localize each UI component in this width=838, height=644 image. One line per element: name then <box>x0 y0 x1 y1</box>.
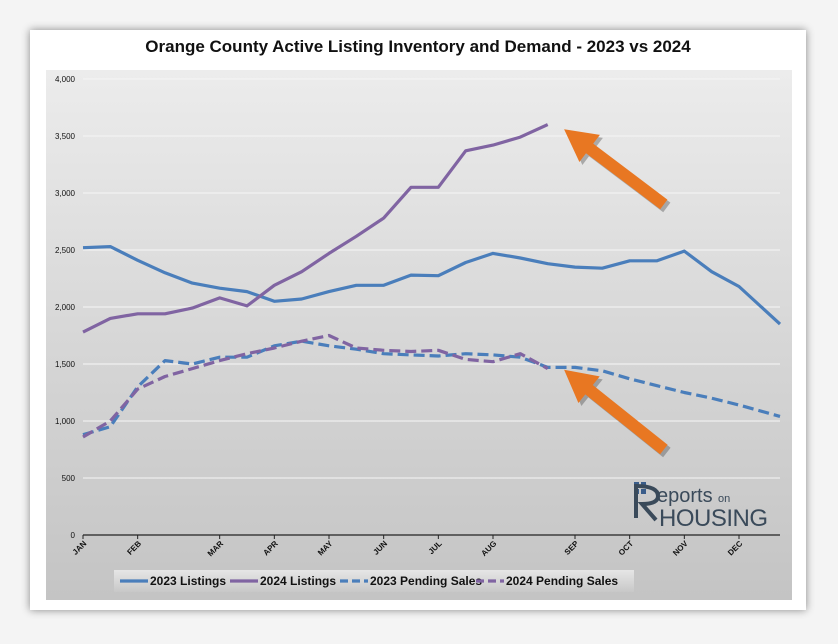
y-tick-label: 4,000 <box>55 75 76 84</box>
chart-card: Orange County Active Listing Inventory a… <box>30 30 806 610</box>
y-tick-label: 3,000 <box>55 189 76 198</box>
logo-line2: HOUSING <box>659 505 768 532</box>
logo-line1: eports <box>657 485 713 507</box>
y-tick-label: 500 <box>62 474 76 483</box>
legend: 2023 Listings 2024 Listings 2023 Pending S… <box>114 570 634 592</box>
orange-arrow-2 <box>564 369 668 455</box>
series-line-2023-listings <box>82 245 782 326</box>
series-line-2024-pending-sales <box>82 333 549 439</box>
y-tick-label: 0 <box>71 531 76 540</box>
axes <box>82 534 780 539</box>
chart-background <box>46 70 792 600</box>
series-lines <box>82 123 782 439</box>
legend-label-2023-pending-sales: 2023 Pending Sales <box>370 574 482 588</box>
logo-line1-small: on <box>718 493 730 505</box>
series-line-2023-pending-sales <box>82 339 781 437</box>
series-line-2024-listings <box>82 123 549 334</box>
chart-svg: Orange County Active Listing Inventory a… <box>46 37 792 600</box>
annotation-arrows <box>564 129 671 458</box>
y-axis-ticks: 0 500 1,000 1,500 2,000 2,500 3,000 3,500 4,000 <box>55 75 76 540</box>
orange-arrow-1 <box>564 129 668 210</box>
y-tick-label: 1,500 <box>55 360 76 369</box>
y-tick-label: 2,000 <box>55 303 76 312</box>
legend-label-2024-listings: 2024 Listings <box>260 574 336 588</box>
y-tick-label: 3,500 <box>55 132 76 141</box>
logo-house-icon <box>634 482 661 522</box>
y-tick-label: 1,000 <box>55 417 76 426</box>
chart-title: Orange County Active Listing Inventory a… <box>145 37 691 56</box>
legend-label-2024-pending-sales: 2024 Pending Sales <box>506 574 618 588</box>
legend-label-2023-listings: 2023 Listings <box>150 574 226 588</box>
y-tick-label: 2,500 <box>55 246 76 255</box>
reports-on-housing-logo: eports on HOUSING <box>634 482 768 532</box>
legend-box <box>114 570 634 592</box>
